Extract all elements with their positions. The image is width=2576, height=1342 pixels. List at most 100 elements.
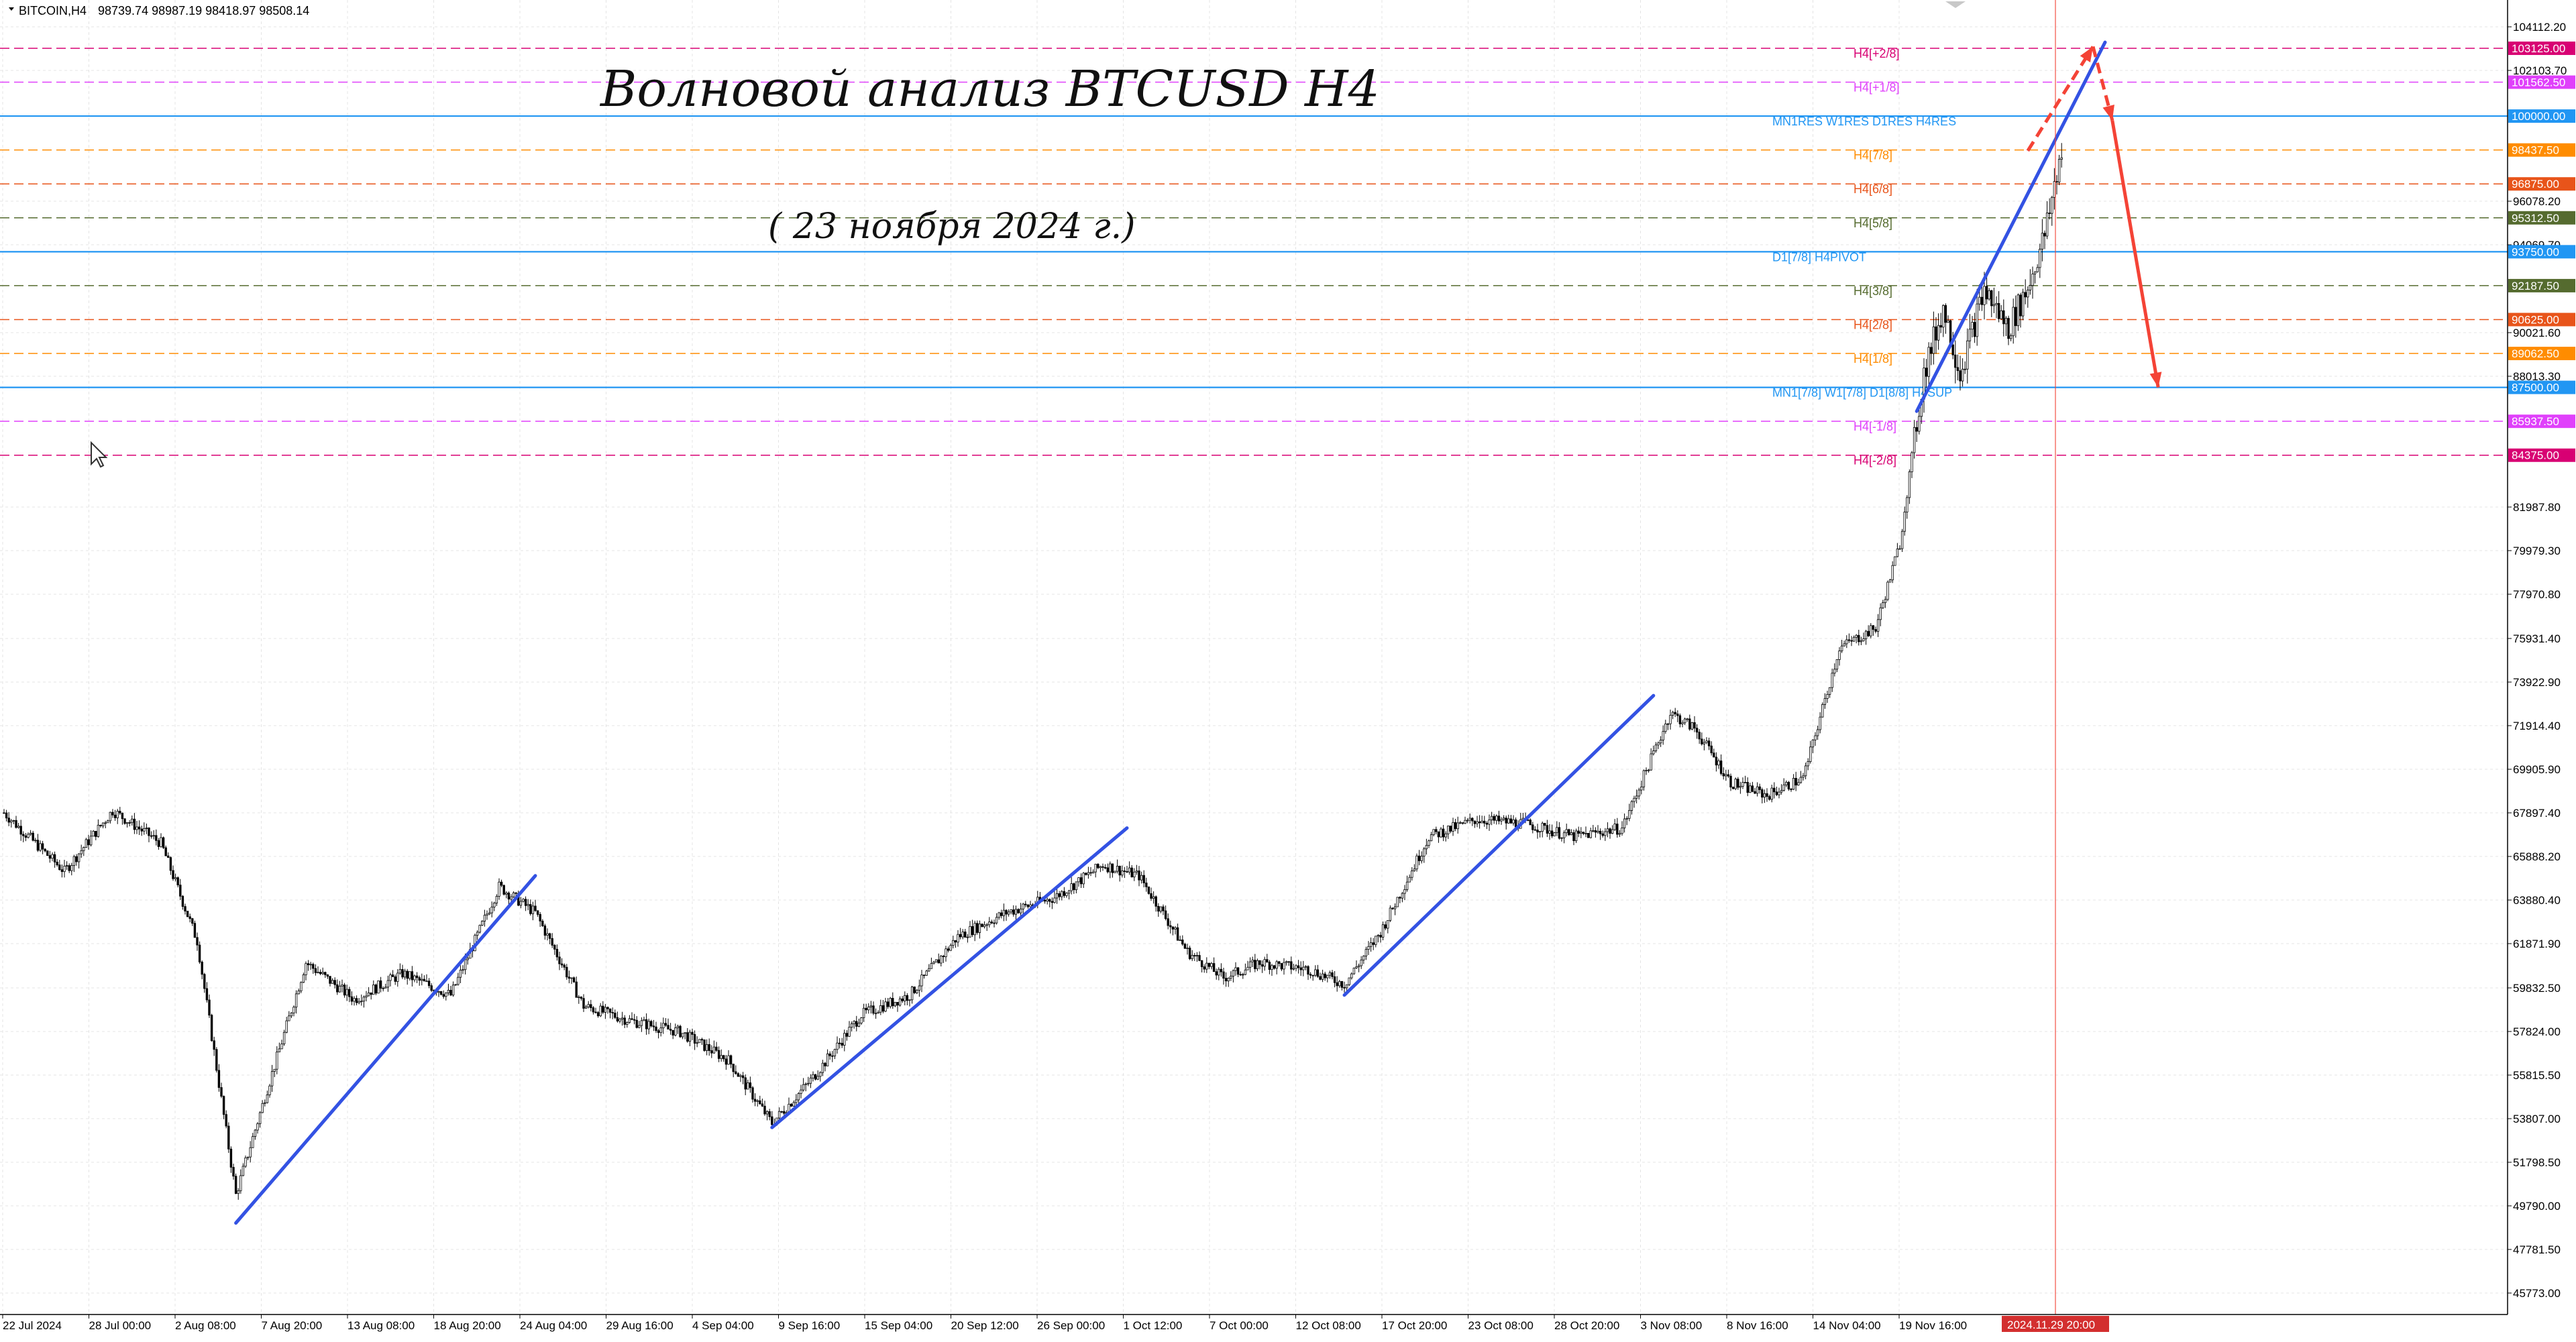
candle-body [1727, 774, 1730, 777]
candle-body [1423, 848, 1426, 857]
candle-body [1123, 871, 1126, 872]
candle-body [1447, 826, 1450, 834]
candle-body [717, 1050, 720, 1059]
candle-body [1372, 942, 1375, 945]
candle-body [662, 1023, 665, 1029]
wave-line[interactable] [1915, 40, 2107, 413]
forecast-arrows[interactable] [2026, 46, 2162, 388]
price-axis-label: 73922.90 [2513, 676, 2561, 689]
candle-body [415, 975, 419, 978]
candle-body [1442, 828, 1445, 838]
price-axis-label: 57824.00 [2513, 1025, 2561, 1038]
forecast-arrow-line[interactable] [2026, 46, 2095, 152]
candle-body [1352, 967, 1356, 974]
candle-body [1328, 972, 1332, 976]
candle-body [1845, 639, 1848, 645]
candle-body [1968, 329, 1972, 341]
candle-body [812, 1074, 814, 1078]
wave-line[interactable] [1342, 693, 1656, 997]
level-price-tag-bg [2508, 143, 2575, 157]
candle-body [1947, 320, 1949, 323]
candle-body [478, 925, 481, 933]
candle-body [2017, 294, 2020, 327]
candle-body [1828, 687, 1831, 695]
time-axis: 22 Jul 2024 28 Jul 00:00 2 Aug 08:00 7 Aug … [2, 1315, 2109, 1332]
candle-body [1043, 899, 1046, 902]
candle-body [1674, 712, 1676, 714]
candle-body [203, 974, 206, 989]
candle-body [1544, 823, 1546, 826]
level-price-tag[interactable]: 103125.00 [2512, 42, 2565, 55]
wave-line[interactable] [770, 826, 1129, 1129]
candle-body [993, 922, 996, 924]
level-price-tag[interactable]: 100000.00 [2512, 110, 2565, 123]
candle-body [698, 1039, 701, 1044]
candle-body [498, 881, 500, 897]
level-price-tag[interactable]: 85937.50 [2512, 415, 2559, 428]
candle-body [1862, 638, 1865, 641]
forecast-arrow-line[interactable] [2110, 120, 2160, 388]
candle-body [913, 987, 916, 993]
time-axis-panel[interactable] [0, 1315, 2576, 1339]
candle-body [587, 1004, 590, 1007]
candle-body [1874, 629, 1877, 632]
candle-body [1111, 863, 1114, 873]
scroll-shift-marker-icon[interactable] [1945, 1, 1966, 8]
candle-body [1326, 974, 1329, 978]
wave-line[interactable] [234, 874, 537, 1225]
murrey-level-label: H4[7/8] [1854, 149, 1892, 162]
price-axis-label: 75931.40 [2513, 632, 2561, 645]
candle-body [1014, 909, 1018, 915]
level-price-tag[interactable]: 96875.00 [2512, 178, 2559, 190]
candle-body [1930, 347, 1933, 354]
candle-body [727, 1055, 730, 1065]
candle-body [282, 1031, 286, 1044]
level-price-tag[interactable]: 87500.00 [2512, 382, 2559, 394]
candle-body [568, 976, 571, 979]
candle-body [1302, 966, 1305, 970]
candle-body [1481, 820, 1483, 824]
level-price-tag[interactable]: 92187.50 [2512, 280, 2559, 292]
candle-body [1393, 906, 1397, 909]
candle-body [1985, 286, 1988, 300]
price-axis-label: 47781.50 [2513, 1243, 2561, 1256]
candle-body [394, 976, 396, 982]
candle-body [1809, 746, 1812, 762]
candle-body [1751, 785, 1754, 792]
candle-body [1507, 818, 1510, 824]
candle-body [973, 923, 976, 936]
murrey-levels: H4[+2/8] H4[+1/8] MN1RES W1RES D1RES H4RES… [0, 47, 2508, 467]
candle-body [1466, 820, 1469, 822]
level-price-tag[interactable]: 89062.50 [2512, 347, 2559, 360]
candle-body [1488, 820, 1491, 825]
level-price-tag[interactable]: 90625.00 [2512, 313, 2559, 326]
forecast-arrow-line[interactable] [2091, 46, 2114, 121]
level-price-tag[interactable]: 101562.50 [2512, 76, 2565, 89]
level-price-tag-bg [2508, 245, 2575, 259]
candle-body [715, 1046, 718, 1051]
candle-body [1029, 904, 1032, 907]
level-price-tag[interactable]: 93750.00 [2512, 245, 2559, 258]
candle-body [143, 828, 146, 832]
candle-body [276, 1052, 278, 1070]
candle-body [1114, 871, 1116, 873]
level-price-tag[interactable]: 84375.00 [2512, 449, 2559, 462]
candle-body [1775, 791, 1778, 795]
price-axis-label: 104112.20 [2513, 21, 2566, 34]
candle-body [1690, 722, 1694, 730]
candle-body [1686, 718, 1688, 720]
candle-body [724, 1058, 728, 1065]
candle-body [1780, 790, 1783, 793]
murrey-level-label: MN1RES W1RES D1RES H4RES [1772, 115, 1956, 128]
candle-body [362, 997, 366, 1002]
level-price-tag[interactable]: 98437.50 [2512, 144, 2559, 157]
level-price-tag[interactable]: 95312.50 [2512, 212, 2559, 225]
wave-lines[interactable] [234, 40, 2107, 1225]
symbol-menu-icon[interactable] [9, 7, 14, 11]
level-price-tag-bg [2508, 347, 2575, 361]
candle-body [616, 1017, 619, 1021]
candle-body [563, 964, 566, 968]
candle-body [189, 916, 191, 919]
